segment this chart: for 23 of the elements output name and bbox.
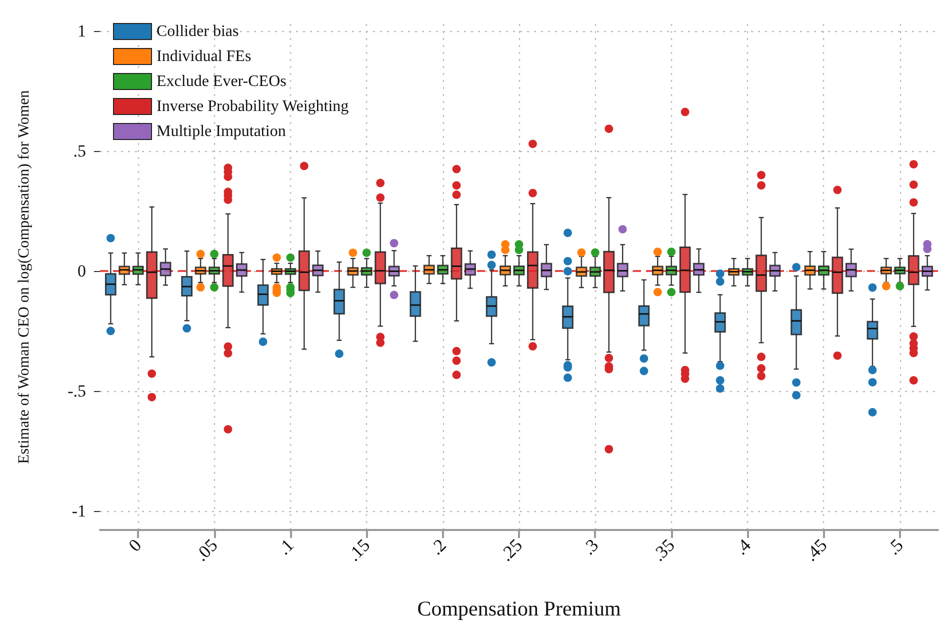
legend-label: Multiple Imputation [156,123,286,140]
x-tick-label: .3 [578,534,602,559]
x-axis-title: Compensation Premium [417,596,621,620]
x-tick-label: 0 [124,534,146,556]
x-tick-label: .45 [800,534,831,565]
legend-label: Exclude Ever-CEOs [156,73,286,90]
legend-label: Collider bias [156,23,239,40]
x-tick-label: .5 [883,534,907,559]
legend-label: Individual FEs [156,48,252,65]
x-tick-label: .35 [648,534,678,565]
x-tick-label: .1 [274,534,298,559]
y-tick-label: -1 [72,501,86,520]
legend-label: Inverse Probability Weighting [156,98,349,115]
x-tick-label: .05 [191,534,222,565]
y-tick-label: -.5 [68,381,86,400]
x-tick-label: .4 [730,534,755,559]
x-tick-label: .25 [496,534,526,565]
y-axis-title: Estimate of Woman CEO on log(Compensation) for Women [16,90,32,464]
x-tick-label: .2 [426,534,450,559]
y-tick-label: .5 [73,142,86,161]
y-tick-label: 1 [78,22,86,41]
y-tick-label: 0 [78,262,86,281]
x-tick-label: .15 [344,534,374,565]
